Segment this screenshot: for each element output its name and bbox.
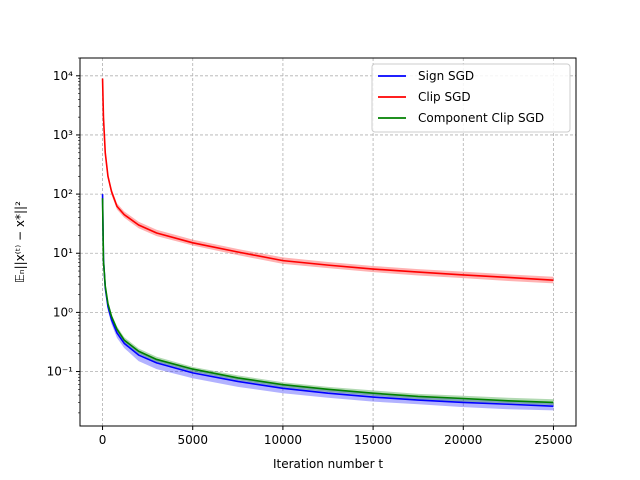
y-tick-label: 10³	[53, 128, 73, 142]
y-tick-label: 10²	[53, 187, 73, 201]
legend: Sign SGD Clip SGD Component Clip SGD	[371, 63, 571, 133]
y-axis-ticks: 10⁻¹ 10⁰ 10¹ 10² 10³ 10⁴	[47, 57, 80, 414]
y-tick-label: 10⁰	[53, 305, 73, 319]
legend-label-sign-sgd: Sign SGD	[418, 69, 474, 83]
x-axis-label: Iteration number t	[273, 457, 383, 471]
series-lines	[101, 78, 554, 407]
legend-box	[371, 63, 571, 133]
x-tick-label: 20000	[444, 433, 482, 447]
legend-label-clip-sgd: Clip SGD	[418, 90, 471, 104]
plot-frame	[79, 57, 577, 427]
clip-sgd-line	[101, 78, 554, 282]
x-tick-label: 5000	[177, 433, 208, 447]
y-tick-label: 10⁴	[53, 69, 73, 83]
x-tick-label: 0	[99, 433, 107, 447]
component-clip-sgd-line	[101, 198, 554, 404]
x-tick-label: 25000	[534, 433, 572, 447]
legend-label-component-clip-sgd: Component Clip SGD	[418, 111, 544, 125]
x-axis-ticks: 0 5000 10000 15000 20000 25000	[99, 426, 573, 447]
y-axis-label: 𝔼ₙ||x⁽ᵗ⁾ − x*||²	[13, 201, 27, 283]
x-tick-label: 15000	[354, 433, 392, 447]
x-tick-label: 10000	[264, 433, 302, 447]
y-tick-label: 10¹	[53, 246, 73, 260]
y-tick-label: 10⁻¹	[47, 365, 74, 379]
